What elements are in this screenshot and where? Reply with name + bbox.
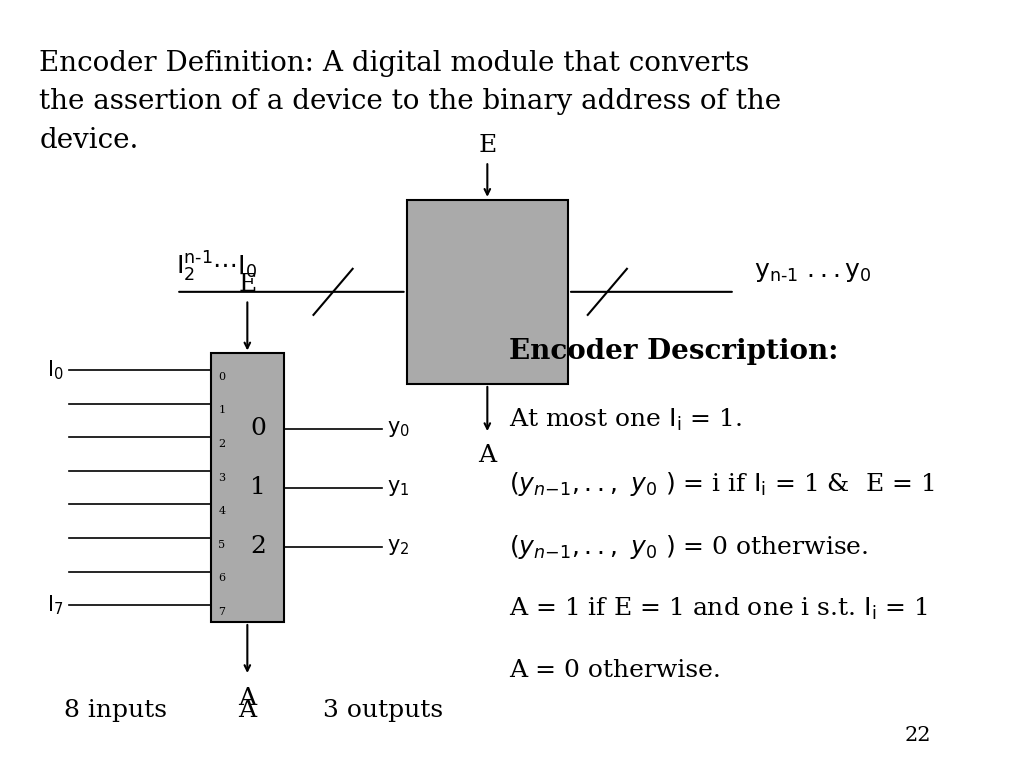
Text: E: E — [478, 134, 497, 157]
Text: $\mathrm{y_0}$: $\mathrm{y_0}$ — [387, 419, 410, 439]
Text: $\mathrm{y_1}$: $\mathrm{y_1}$ — [387, 478, 410, 498]
Text: 3: 3 — [218, 472, 225, 482]
Text: $\mathrm{y_2}$: $\mathrm{y_2}$ — [387, 537, 410, 557]
Text: 22: 22 — [904, 726, 931, 745]
Text: 0: 0 — [218, 372, 225, 382]
Text: $\mathrm{I_2^{n\text{-}1}\cdots I_0}$: $\mathrm{I_2^{n\text{-}1}\cdots I_0}$ — [176, 250, 258, 284]
Text: device.: device. — [39, 127, 138, 154]
Text: Encoder Description:: Encoder Description: — [509, 338, 839, 365]
Text: the assertion of a device to the binary address of the: the assertion of a device to the binary … — [39, 88, 781, 115]
FancyBboxPatch shape — [211, 353, 284, 622]
Text: 7: 7 — [218, 607, 225, 617]
Text: $(y_{n\mathrm{-}1},..,\ y_0\ )$ = i if $\mathrm{I_i}$ = 1 &  E = 1: $(y_{n\mathrm{-}1},..,\ y_0\ )$ = i if $… — [509, 470, 935, 498]
Text: $\mathrm{y_{n\text{-}1}\ ...y_0}$: $\mathrm{y_{n\text{-}1}\ ...y_0}$ — [755, 261, 872, 284]
Text: 1: 1 — [218, 406, 225, 415]
Text: 3 outputs: 3 outputs — [324, 699, 443, 722]
Text: 8 inputs: 8 inputs — [63, 699, 167, 722]
Text: A = 1 if E = 1 and one i s.t. $\mathrm{I_i}$ = 1: A = 1 if E = 1 and one i s.t. $\mathrm{I… — [509, 596, 928, 622]
Text: A = 0 otherwise.: A = 0 otherwise. — [509, 659, 721, 682]
Text: $\mathrm{I_0}$: $\mathrm{I_0}$ — [47, 359, 63, 382]
FancyBboxPatch shape — [407, 200, 568, 384]
Text: 0: 0 — [251, 417, 266, 440]
Text: $\mathrm{I_7}$: $\mathrm{I_7}$ — [47, 594, 63, 617]
Text: At most one $\mathrm{I_i}$ = 1.: At most one $\mathrm{I_i}$ = 1. — [509, 407, 742, 433]
Text: 2: 2 — [251, 535, 266, 558]
Text: 4: 4 — [218, 506, 225, 516]
Text: A: A — [239, 687, 256, 710]
Text: A: A — [239, 699, 256, 722]
Text: E: E — [239, 273, 256, 296]
Text: 2: 2 — [218, 439, 225, 449]
Text: 5: 5 — [218, 540, 225, 550]
Text: Encoder Definition: A digital module that converts: Encoder Definition: A digital module tha… — [39, 50, 750, 77]
Text: 6: 6 — [218, 574, 225, 584]
Text: A: A — [478, 444, 497, 467]
Text: $(y_{n\mathrm{-}1},..,\ y_0\ )$ = 0 otherwise.: $(y_{n\mathrm{-}1},..,\ y_0\ )$ = 0 othe… — [509, 533, 868, 561]
Text: 1: 1 — [251, 476, 266, 499]
